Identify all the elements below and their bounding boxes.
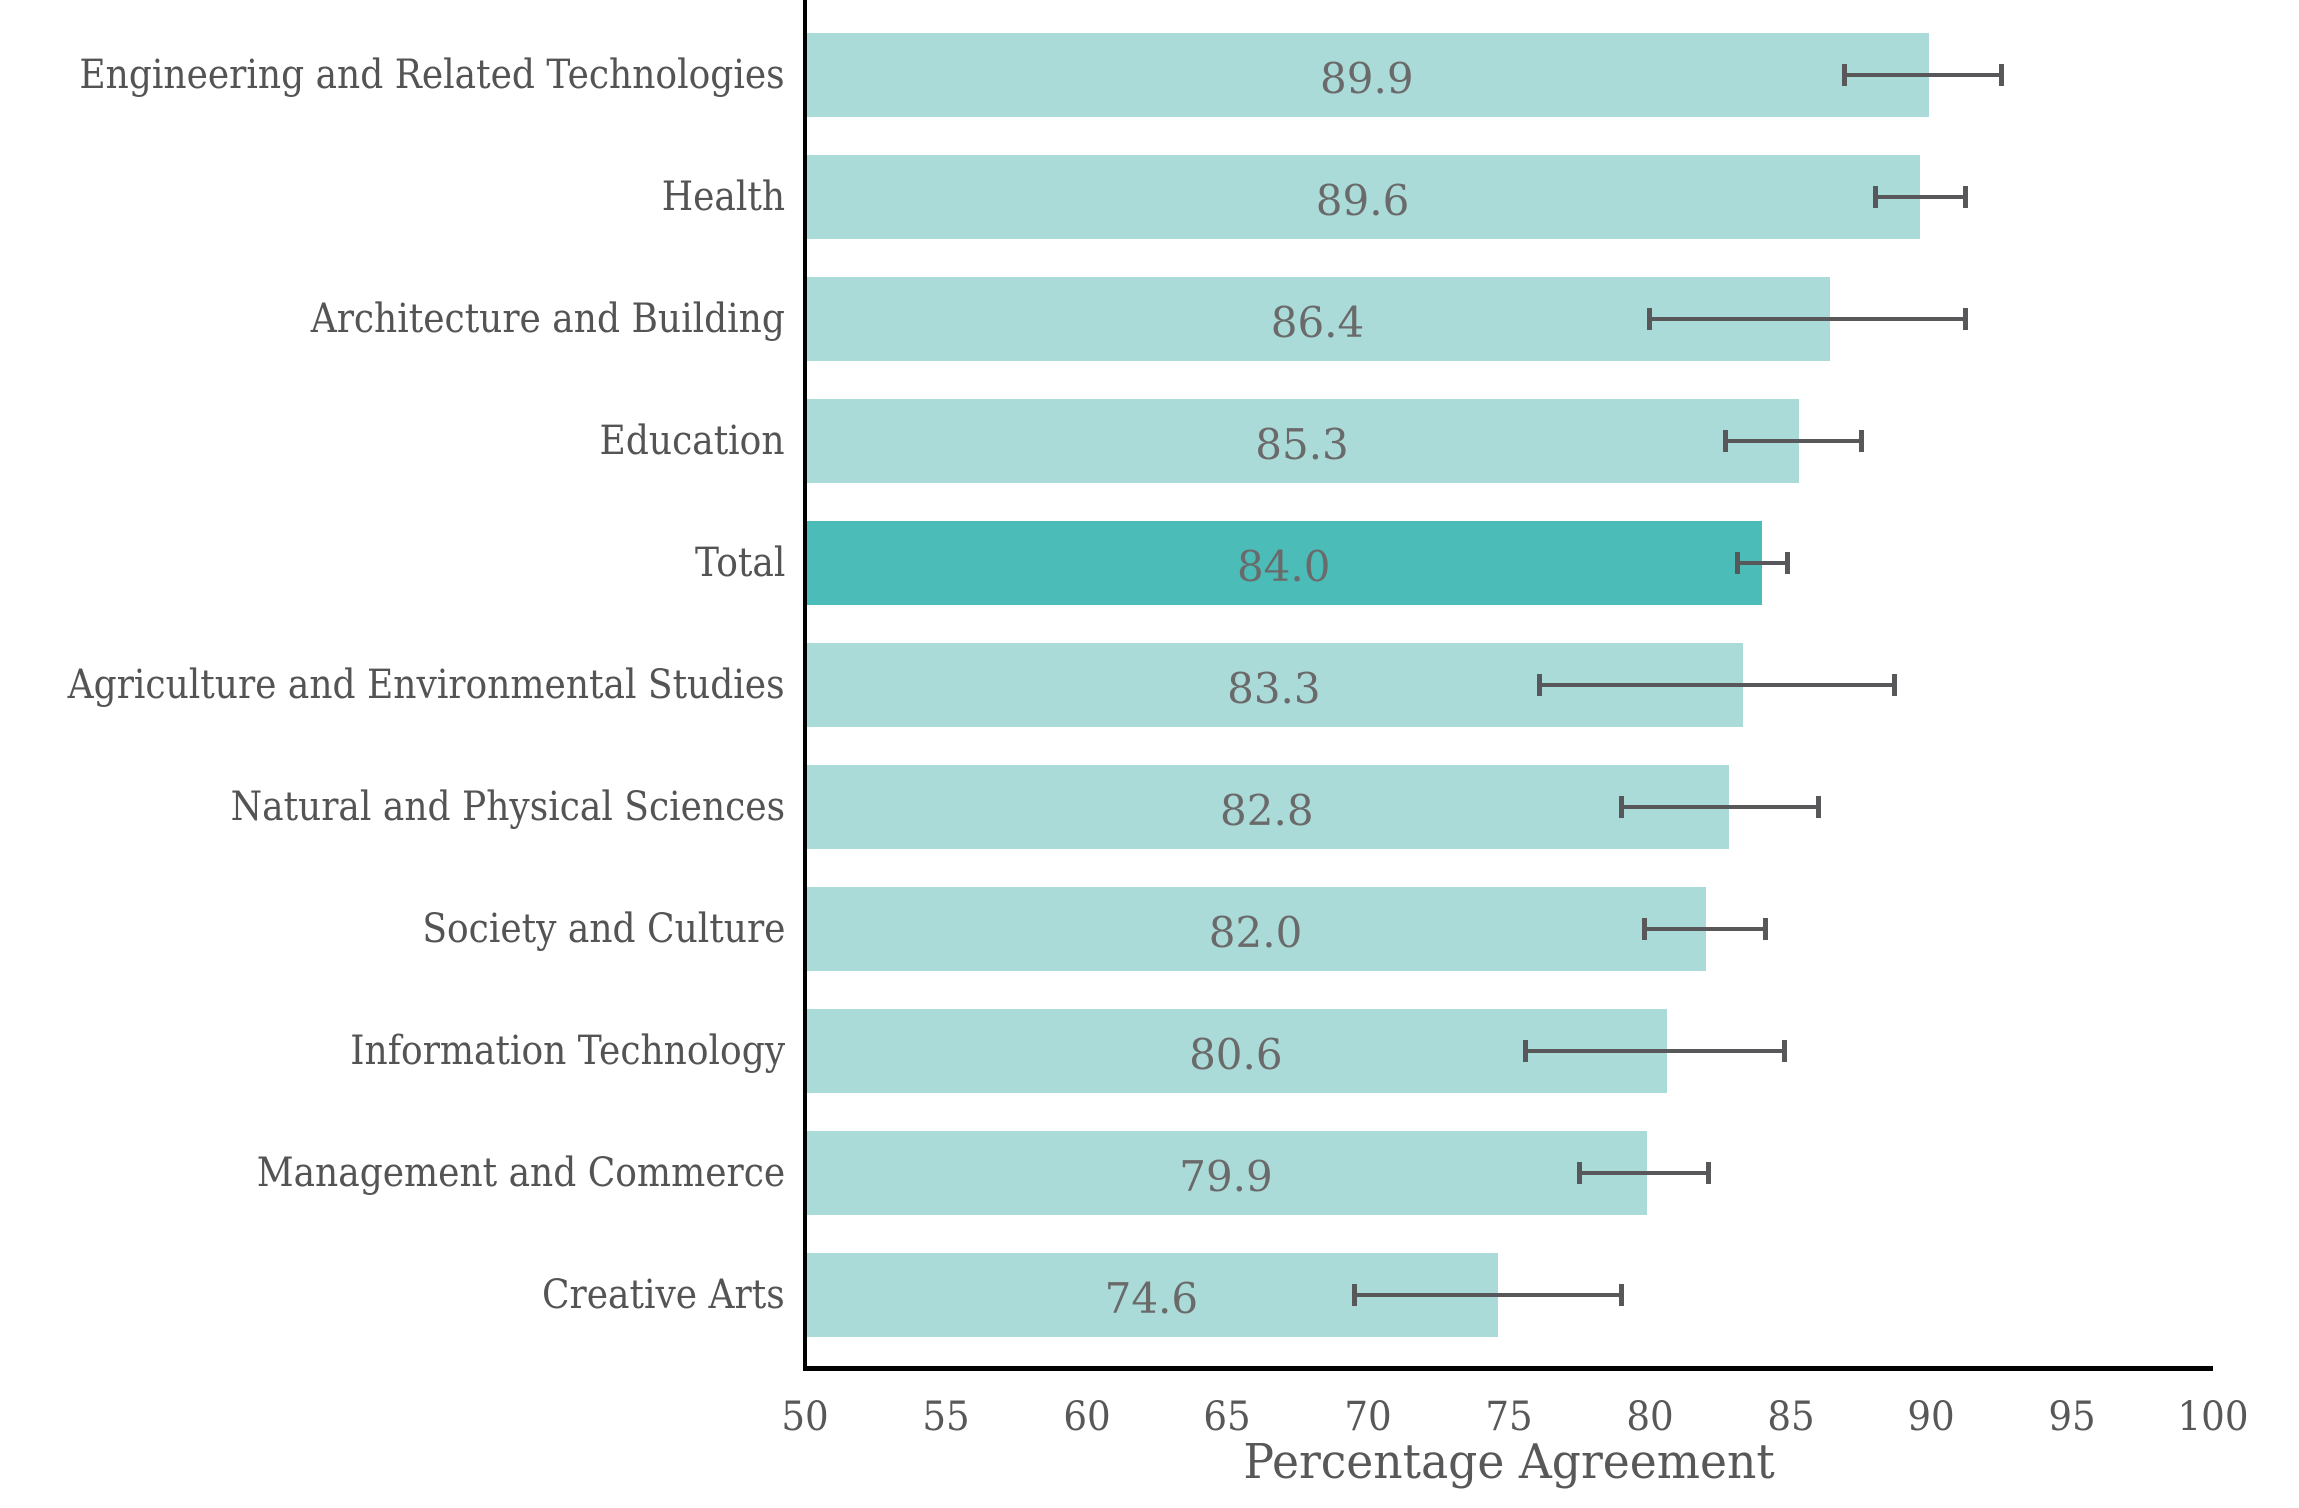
x-tick-label: 90: [1907, 1394, 1956, 1440]
error-bar-cap-high: [1962, 308, 1968, 330]
value-label: 83.3: [1227, 664, 1321, 713]
value-label: 85.3: [1255, 420, 1349, 469]
bar: [805, 1009, 1667, 1093]
error-bar-cap-low: [1619, 796, 1625, 818]
value-label: 86.4: [1270, 298, 1365, 347]
value-label: 74.6: [1104, 1274, 1199, 1323]
error-bar-line: [1354, 1293, 1622, 1297]
category-label: Creative Arts: [542, 1272, 785, 1318]
value-label: 80.6: [1189, 1030, 1283, 1079]
error-bar-line: [1579, 1171, 1709, 1175]
error-bar-cap-low: [1647, 308, 1653, 330]
error-bar-line: [1525, 1049, 1785, 1053]
error-bar-cap-low: [1537, 674, 1543, 696]
error-bar-cap-high: [1999, 64, 2005, 86]
error-bar-line: [1844, 73, 2002, 77]
bar: [805, 1131, 1647, 1215]
bar: [805, 887, 1707, 971]
error-bar-cap-high: [1762, 918, 1768, 940]
error-bar-cap-high: [1782, 1040, 1788, 1062]
bar: [805, 399, 1800, 483]
error-bar-cap-low: [1576, 1162, 1582, 1184]
bar: [805, 765, 1729, 849]
error-bar-line: [1737, 561, 1788, 565]
value-label: 82.8: [1220, 786, 1314, 835]
category-label: Total: [694, 540, 785, 586]
category-label: Agriculture and Environmental Studies: [68, 662, 785, 708]
error-bar-cap-low: [1734, 552, 1740, 574]
x-tick-label: 70: [1344, 1394, 1392, 1440]
error-bar-cap-low: [1872, 186, 1878, 208]
category-label: Health: [661, 174, 785, 220]
error-bar-cap-high: [1706, 1162, 1712, 1184]
category-label: Architecture and Building: [310, 296, 785, 342]
category-label: Natural and Physical Sciences: [230, 784, 785, 830]
category-label: Engineering and Related Technologies: [79, 52, 785, 98]
category-label: Education: [600, 418, 785, 464]
value-label: 84.0: [1236, 542, 1331, 591]
x-tick-label: 50: [781, 1394, 829, 1440]
x-axis-title: Percentage Agreement: [1243, 1434, 1775, 1490]
y-axis-line: [803, 0, 807, 1371]
x-tick-label: 55: [922, 1394, 970, 1440]
category-label: Management and Commerce: [256, 1150, 785, 1196]
error-bar-cap-low: [1351, 1284, 1357, 1306]
value-label: 79.9: [1179, 1152, 1273, 1201]
error-bar-cap-high: [1816, 796, 1822, 818]
error-bar-cap-low: [1723, 430, 1729, 452]
category-label: Society and Culture: [421, 906, 785, 952]
error-bar-cap-high: [1785, 552, 1791, 574]
error-bar-cap-high: [1892, 674, 1898, 696]
error-bar-cap-high: [1962, 186, 1968, 208]
error-bar-cap-low: [1641, 918, 1647, 940]
x-axis-line: [803, 1366, 2213, 1371]
bar-highlight: [805, 521, 1763, 605]
error-bar-line: [1725, 439, 1861, 443]
x-tick-label: 85: [1766, 1394, 1815, 1440]
category-label: Information Technology: [350, 1028, 785, 1074]
error-bar-line: [1649, 317, 1966, 321]
bar: [805, 33, 1929, 117]
x-tick-label: 65: [1203, 1394, 1252, 1440]
x-tick-label: 60: [1062, 1394, 1111, 1440]
error-bar-line: [1539, 683, 1895, 687]
value-label: 82.0: [1208, 908, 1303, 957]
error-bar-line: [1644, 927, 1766, 931]
error-bar-cap-low: [1523, 1040, 1529, 1062]
x-tick-label: 95: [2048, 1394, 2096, 1440]
value-label: 89.9: [1320, 54, 1414, 103]
value-label: 89.6: [1315, 176, 1410, 225]
x-tick-label: 80: [1626, 1394, 1674, 1440]
error-bar-cap-low: [1841, 64, 1847, 86]
x-tick-label: 100: [2177, 1394, 2249, 1440]
error-bar-cap-high: [1858, 430, 1864, 452]
error-bar-line: [1621, 805, 1819, 809]
error-bar-line: [1875, 195, 1966, 199]
x-tick-label: 75: [1485, 1394, 1533, 1440]
error-bar-cap-high: [1619, 1284, 1625, 1306]
bar: [805, 155, 1921, 239]
